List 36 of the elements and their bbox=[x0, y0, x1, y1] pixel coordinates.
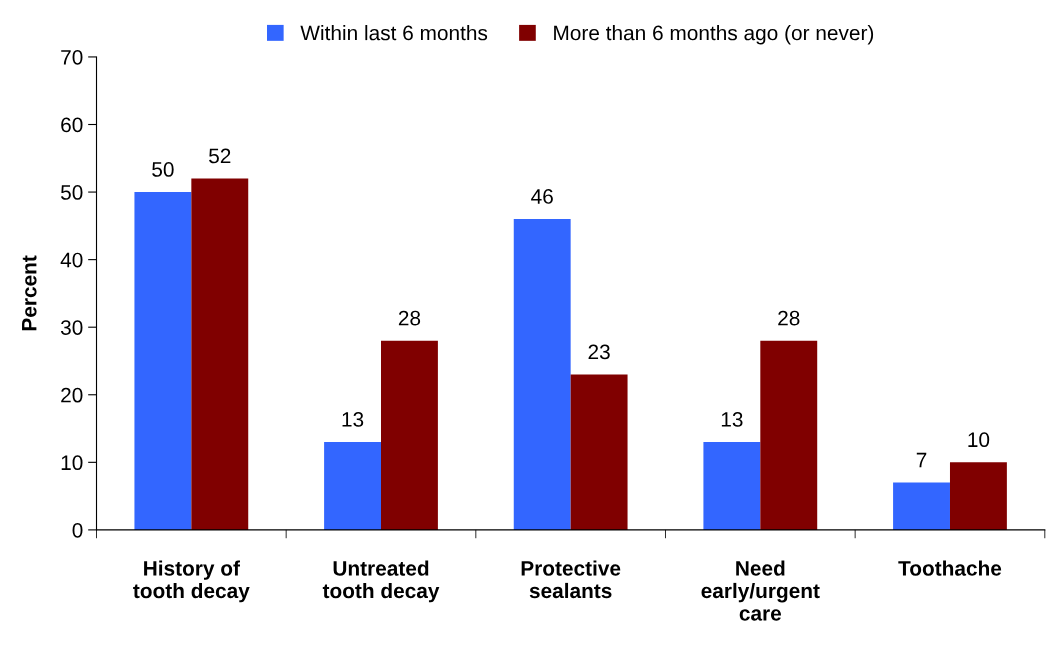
legend-label: More than 6 months ago (or never) bbox=[554, 25, 874, 45]
y-tick-label: 40 bbox=[60, 252, 83, 268]
legend-label: Within last 6 months bbox=[300, 25, 488, 41]
y-tick-label: 50 bbox=[60, 185, 83, 200]
data-label: 10 bbox=[968, 432, 990, 448]
data-label: 7 bbox=[916, 452, 927, 468]
x-tick-label: Toothache bbox=[898, 560, 1002, 576]
data-label: 23 bbox=[588, 344, 610, 360]
x-tick-label: Protective sealants bbox=[521, 560, 621, 599]
y-tick-label: 70 bbox=[61, 49, 83, 65]
y-axis-title: Percent bbox=[22, 255, 37, 331]
bar bbox=[134, 192, 192, 530]
bar bbox=[703, 442, 761, 530]
y-tick-label: 0 bbox=[72, 522, 83, 538]
y-tick-label: 30 bbox=[60, 320, 83, 335]
x-tick-label: Need early/urgent care bbox=[701, 560, 820, 621]
bar bbox=[760, 340, 818, 530]
x-tick-label: Untreated tooth decay bbox=[322, 560, 440, 603]
bar bbox=[893, 482, 950, 530]
data-label: 13 bbox=[342, 412, 364, 427]
y-tick-label: 20 bbox=[61, 387, 83, 403]
bar bbox=[191, 178, 249, 530]
data-label: 46 bbox=[531, 189, 553, 204]
y-tick-label: 60 bbox=[61, 117, 83, 133]
bar bbox=[949, 462, 1007, 530]
bar bbox=[570, 374, 628, 530]
bar bbox=[324, 442, 381, 530]
data-label: 28 bbox=[778, 310, 800, 326]
bar bbox=[381, 340, 438, 530]
data-label: 50 bbox=[152, 162, 174, 177]
data-label: 52 bbox=[209, 148, 231, 164]
data-label: 28 bbox=[398, 310, 421, 326]
data-label: 13 bbox=[721, 412, 743, 427]
y-tick-label: 10 bbox=[61, 455, 83, 471]
x-tick-label: History of tooth decay bbox=[133, 560, 250, 603]
bar bbox=[513, 219, 571, 530]
